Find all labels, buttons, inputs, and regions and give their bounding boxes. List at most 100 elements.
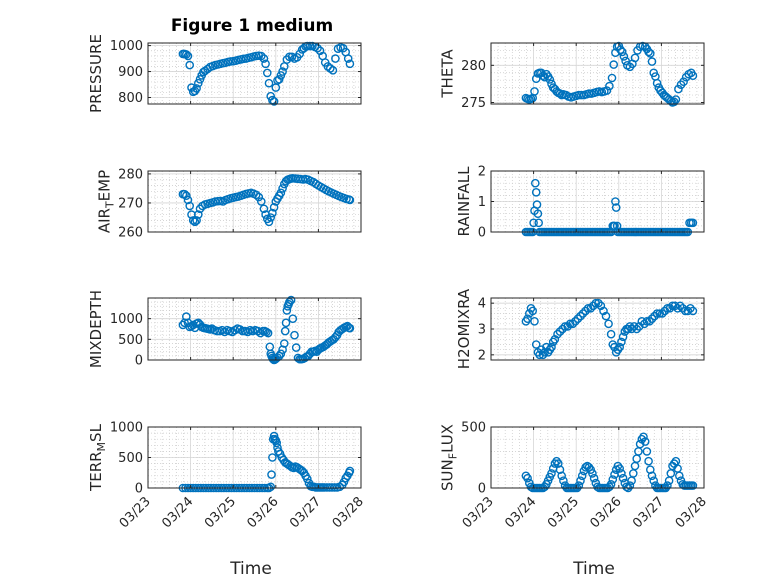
subplot-h2omixra: 2 3 4 H2OMIXRA: [455, 288, 705, 369]
data-point: [669, 97, 679, 107]
data-point: [559, 476, 568, 486]
data-point: [345, 195, 355, 205]
data-point: [611, 203, 621, 212]
y-axis-label: TERRMSL: [87, 423, 108, 492]
data-point: [528, 306, 538, 316]
data-point: [615, 342, 625, 352]
data-point: [268, 208, 277, 218]
data-point: [523, 473, 532, 483]
y-axis-label: PRESSURE: [87, 34, 105, 113]
x-tick-label: 03/24: [159, 494, 196, 531]
data-point: [671, 95, 681, 104]
data-point: [673, 303, 682, 313]
data-point: [264, 217, 274, 227]
x-axis-ticks: [490, 43, 705, 104]
data-point: [535, 350, 544, 360]
data-point: [577, 471, 587, 481]
y-tick-label: 1: [478, 195, 486, 210]
y-tick-label: 800: [118, 91, 143, 106]
data-point: [521, 471, 531, 481]
x-tick-label: 03/23: [117, 494, 154, 531]
x-axis-ticks: [147, 171, 362, 232]
x-axis-ticks: [490, 171, 705, 232]
data-point: [576, 476, 585, 486]
data-point: [644, 456, 653, 466]
data-point: [268, 453, 277, 462]
data-point: [688, 481, 698, 490]
data-series: [178, 173, 355, 227]
x-axis-ticks: [490, 298, 705, 360]
data-point: [581, 306, 590, 316]
y-tick-label: 270: [118, 196, 143, 211]
data-series: [178, 41, 355, 106]
data-point: [663, 481, 672, 490]
data-point: [688, 71, 698, 80]
data-point: [565, 319, 575, 329]
data-point: [266, 213, 276, 222]
data-point: [192, 216, 201, 225]
data-point: [550, 334, 560, 344]
data-point: [617, 469, 626, 478]
data-point: [683, 306, 693, 316]
data-point: [183, 195, 193, 205]
data-point: [531, 187, 541, 197]
data-point: [605, 81, 614, 91]
data-point: [609, 60, 619, 69]
data-point: [617, 47, 627, 57]
x-axis-label-left: Time: [229, 559, 272, 579]
data-point: [577, 90, 586, 100]
subplot-theta: 275 280 THETA: [438, 41, 705, 111]
data-point: [560, 322, 570, 331]
data-point: [530, 316, 539, 326]
data-point: [607, 73, 617, 83]
data-point: [254, 192, 264, 202]
data-point: [557, 471, 567, 481]
data-point: [602, 86, 612, 95]
data-point: [632, 324, 642, 334]
data-point: [679, 77, 688, 86]
x-tick-label: 03/24: [502, 494, 539, 531]
data-point: [533, 209, 543, 218]
y-tick-label: 900: [118, 65, 143, 80]
data-point: [583, 303, 593, 313]
y-tick-label: 3: [478, 323, 486, 338]
data-point: [574, 481, 584, 490]
data-point: [629, 322, 639, 331]
y-tick-label: 2: [478, 348, 486, 363]
data-point: [576, 311, 585, 321]
data-point: [617, 337, 626, 347]
data-point: [652, 78, 662, 88]
data-point: [652, 309, 662, 318]
data-point: [618, 332, 628, 342]
data-point: [555, 89, 565, 98]
data-point: [640, 319, 649, 329]
data-point: [302, 474, 312, 484]
data-point: [278, 67, 287, 76]
data-point: [290, 330, 299, 340]
data-point: [274, 75, 284, 84]
data-point: [262, 68, 272, 78]
x-tick-label: 03/27: [630, 494, 667, 531]
data-point: [259, 204, 269, 214]
data-point: [588, 469, 597, 478]
data-point: [686, 303, 695, 313]
data-point: [288, 314, 298, 324]
x-tick-label: 03/27: [287, 494, 324, 531]
y-tick-label: 0: [478, 482, 486, 497]
data-point: [529, 218, 538, 228]
data-point: [190, 217, 200, 227]
y-axis-ticks: 260 270 280: [118, 167, 361, 241]
x-tick-label: 03/25: [202, 494, 239, 531]
data-point: [642, 316, 652, 326]
x-axis-ticks: [147, 43, 362, 104]
data-point: [608, 475, 618, 484]
y-axis-label: RAINFALL: [455, 166, 473, 237]
data-point: [571, 316, 580, 326]
y-tick-label: 275: [461, 96, 486, 111]
data-point: [573, 314, 583, 324]
data-point: [578, 309, 588, 318]
y-tick-label: 1000: [110, 421, 143, 436]
y-tick-label: 0: [478, 226, 486, 241]
data-point: [278, 184, 287, 193]
